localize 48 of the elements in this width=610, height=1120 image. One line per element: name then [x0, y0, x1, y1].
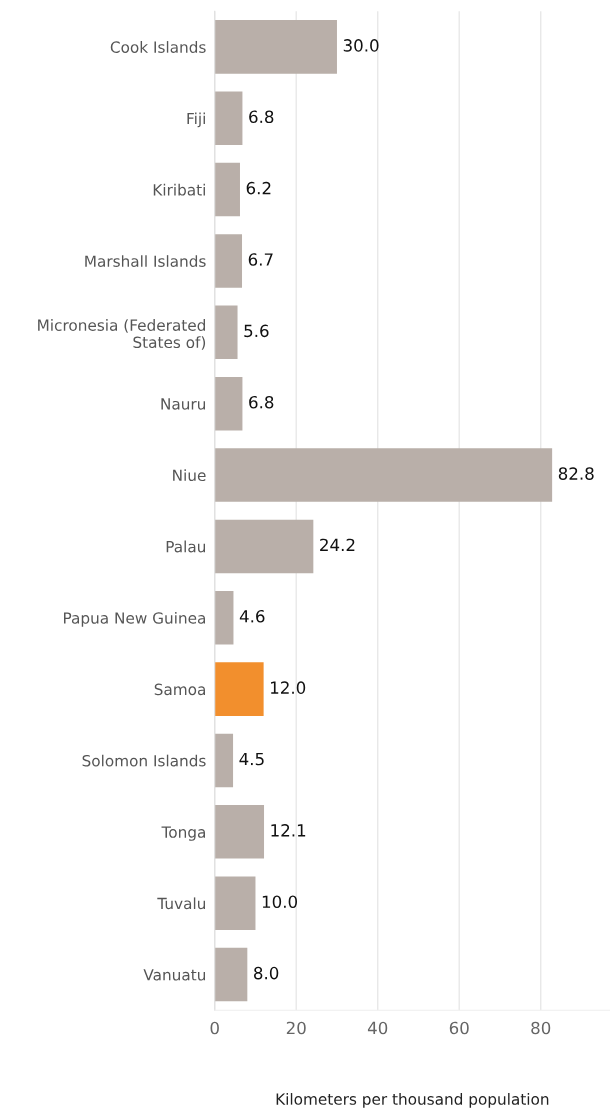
y-tick-label: Niue: [173, 469, 206, 482]
data-label: 10.0: [262, 895, 298, 909]
bar: [214, 376, 243, 431]
bar: [214, 20, 337, 74]
y-tick-label: Micronesia (Federated States of): [38, 319, 206, 350]
y-tick-label: Samoa: [154, 683, 205, 696]
y-tick-label: Tonga: [161, 826, 205, 841]
y-tick-label: Palau: [166, 540, 205, 553]
bar: [214, 91, 243, 145]
data-label: 5.6: [244, 324, 269, 338]
bar: [214, 234, 243, 288]
bar: [214, 733, 234, 788]
y-tick-label: Papua New Guinea: [64, 611, 205, 627]
y-tick-label: Fiji: [187, 112, 205, 128]
data-label: 12.0: [271, 681, 306, 694]
y-tick-label: Marshall Islands: [85, 255, 206, 267]
data-label: 6.8: [249, 110, 274, 124]
x-tick-label: 0: [210, 1021, 219, 1035]
y-tick-label: Kiribati: [153, 183, 205, 196]
bar: [214, 305, 238, 360]
y-tick-label: Nauru: [161, 398, 205, 410]
bar: [214, 947, 248, 1002]
x-axis-title: Kilometers per thousand population: [276, 1093, 549, 1108]
y-tick-label: Solomon Islands: [82, 754, 206, 767]
bar: [214, 805, 265, 859]
data-label: 30.0: [343, 39, 379, 52]
bar: [214, 591, 234, 645]
bar: [214, 162, 240, 217]
y-tick-label: Vanuatu: [143, 969, 205, 981]
data-label: 8.0: [254, 966, 279, 980]
x-tick-label: 20: [286, 1021, 306, 1035]
data-label: 4.6: [239, 609, 265, 623]
data-label: 12.1: [271, 824, 306, 837]
bar: [214, 662, 264, 716]
bar: [214, 876, 256, 930]
x-tick-label: 60: [449, 1021, 469, 1035]
x-tick-label: 80: [531, 1021, 551, 1035]
y-tick-label: Tuvalu: [157, 897, 205, 910]
data-label: 6.7: [248, 253, 273, 266]
data-label: 6.2: [246, 181, 271, 195]
bar: [214, 519, 314, 574]
y-tick-label: Cook Islands: [110, 41, 206, 53]
bar: [214, 448, 553, 502]
data-label: 6.8: [249, 395, 274, 409]
x-tick-label: 40: [367, 1021, 388, 1035]
data-label: 82.8: [558, 467, 594, 480]
data-label: 4.5: [239, 752, 264, 766]
data-label: 24.2: [320, 538, 355, 551]
